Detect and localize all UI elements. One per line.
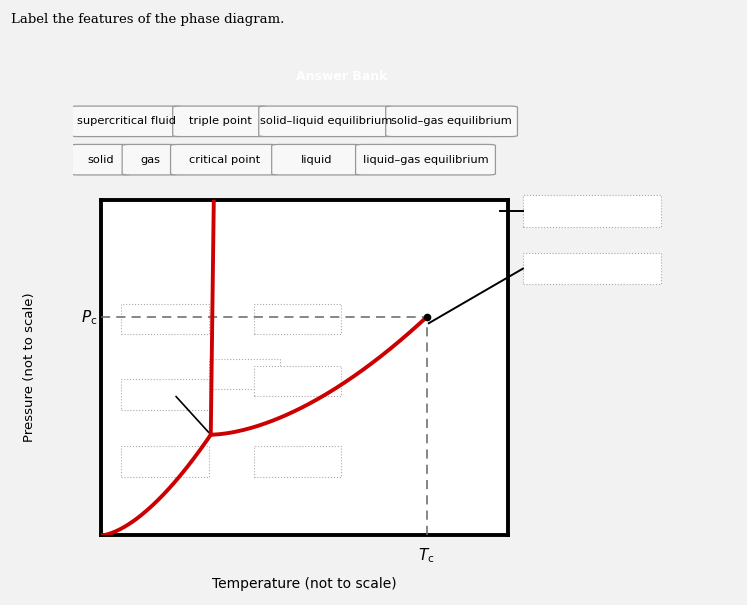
Text: Answer Bank: Answer Bank (297, 70, 388, 83)
Text: supercritical fluid: supercritical fluid (77, 116, 176, 126)
Bar (121, 379, 208, 410)
Text: triple point: triple point (189, 116, 252, 126)
Bar (253, 446, 341, 477)
Text: solid–liquid equilibrium: solid–liquid equilibrium (260, 116, 392, 126)
Text: Label the features of the phase diagram.: Label the features of the phase diagram. (11, 13, 285, 26)
Text: Temperature (not to scale): Temperature (not to scale) (212, 577, 397, 590)
FancyBboxPatch shape (258, 106, 393, 137)
Bar (208, 359, 280, 390)
FancyBboxPatch shape (356, 145, 495, 175)
Text: solid: solid (87, 155, 114, 165)
Bar (121, 304, 208, 334)
Text: liquid–gas equilibrium: liquid–gas equilibrium (363, 155, 489, 165)
FancyBboxPatch shape (385, 106, 518, 137)
FancyBboxPatch shape (173, 106, 268, 137)
FancyBboxPatch shape (70, 145, 131, 175)
Text: solid–gas equilibrium: solid–gas equilibrium (391, 116, 512, 126)
Text: $P_{\rm c}$: $P_{\rm c}$ (81, 308, 97, 327)
FancyBboxPatch shape (123, 145, 178, 175)
Text: gas: gas (140, 155, 160, 165)
Text: critical point: critical point (189, 155, 260, 165)
Text: liquid: liquid (301, 155, 332, 165)
Bar (253, 366, 341, 396)
FancyBboxPatch shape (70, 106, 182, 137)
FancyBboxPatch shape (272, 145, 362, 175)
Text: Pressure (not to scale): Pressure (not to scale) (23, 293, 37, 442)
Bar (253, 304, 341, 334)
FancyBboxPatch shape (170, 145, 278, 175)
Text: $T_{\rm c}$: $T_{\rm c}$ (418, 546, 435, 565)
Bar (121, 446, 208, 477)
